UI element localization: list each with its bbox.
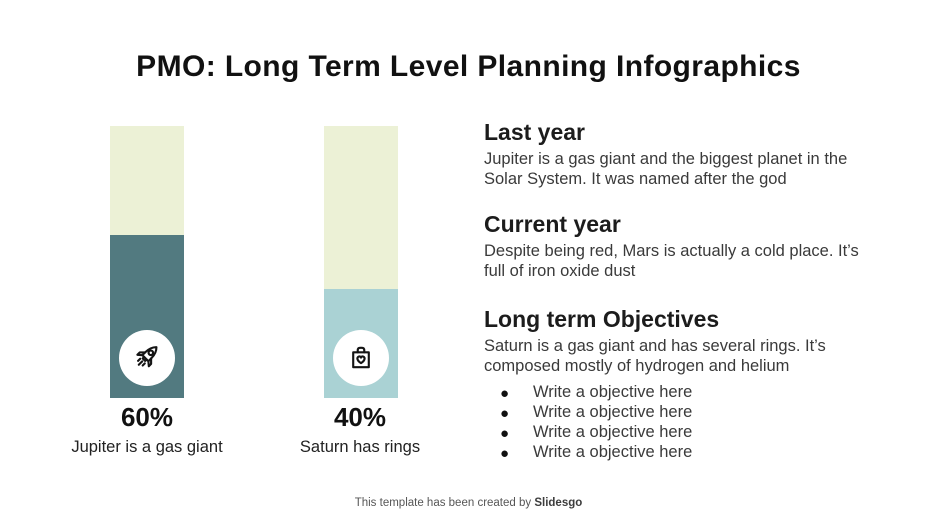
bullet-icon: ● xyxy=(500,425,510,442)
objective-text: Write a objective here xyxy=(533,443,693,461)
bullet-icon: ● xyxy=(500,445,510,462)
bar-caption-saturn: 40% Saturn has rings xyxy=(240,402,480,457)
objective-text: Write a objective here xyxy=(533,383,693,401)
progress-bar-saturn xyxy=(324,126,398,398)
caption-label: Jupiter is a gas giant xyxy=(71,438,223,456)
icon-badge xyxy=(119,330,175,386)
objective-text: Write a objective here xyxy=(533,403,693,421)
section-heading: Current year xyxy=(484,211,621,237)
section-body: Saturn is a gas giant and has several ri… xyxy=(484,337,826,375)
bag-heart-icon xyxy=(352,346,370,369)
list-item: ● Write a objective here xyxy=(484,443,870,463)
list-item: ● Write a objective here xyxy=(484,403,870,423)
section-body: Jupiter is a gas giant and the biggest p… xyxy=(484,150,848,188)
section-body: Despite being red, Mars is actually a co… xyxy=(484,242,859,280)
percent-label: 40% xyxy=(333,402,387,432)
rocket-icon xyxy=(136,346,158,368)
section-long-term-objectives: Long term Objectives Saturn is a gas gia… xyxy=(484,305,870,376)
list-item: ● Write a objective here xyxy=(484,423,870,443)
bar-fill xyxy=(110,234,184,398)
bullet-icon: ● xyxy=(500,385,510,402)
footer-credit: This template has been created by Slides… xyxy=(0,497,937,509)
footer-text: This template has been created by xyxy=(354,497,535,509)
section-current-year: Current year Despite being red, Mars is … xyxy=(484,210,870,281)
caption-label: Saturn has rings xyxy=(299,438,421,456)
page-title: PMO: Long Term Level Planning Infographi… xyxy=(136,50,801,83)
objective-text: Write a objective here xyxy=(533,423,693,441)
icon-badge xyxy=(333,330,389,386)
bullet-icon: ● xyxy=(500,405,510,422)
bar-caption-jupiter: 60% Jupiter is a gas giant xyxy=(27,402,267,457)
percent-label: 60% xyxy=(120,402,174,432)
footer-brand: Slidesgo xyxy=(534,497,583,509)
list-item: ● Write a objective here xyxy=(484,383,870,403)
bar-fill xyxy=(324,289,398,398)
objectives-list: ● Write a objective here ● Write a objecti… xyxy=(484,383,870,463)
progress-bar-jupiter xyxy=(110,126,184,398)
section-last-year: Last year Jupiter is a gas giant and the… xyxy=(484,118,870,189)
section-heading: Last year xyxy=(484,119,586,145)
section-heading: Long term Objectives xyxy=(484,306,720,332)
